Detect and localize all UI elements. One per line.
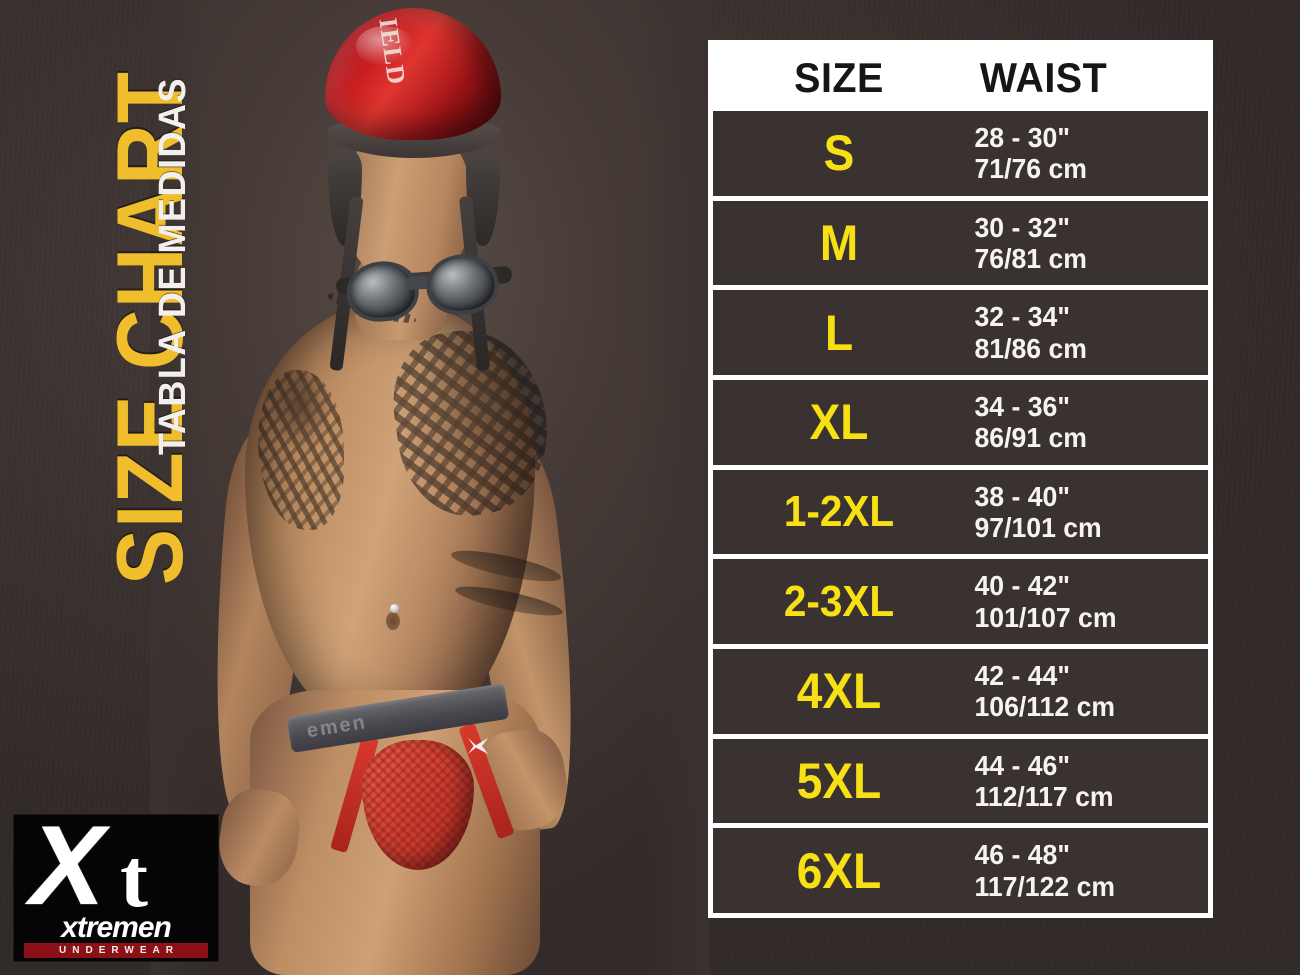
brand-logo: X t xtremen UNDERWEAR <box>14 803 218 961</box>
jockstrap-pouch <box>362 740 474 870</box>
waist-centimeters: 71/76 cm <box>974 153 1087 185</box>
waist-centimeters: 106/112 cm <box>974 691 1116 723</box>
column-header-size: SIZE <box>794 54 884 101</box>
waist-centimeters: 112/117 cm <box>974 781 1114 813</box>
goggle-lens-right <box>423 251 501 318</box>
cell-waist: 44 - 46" 112/117 cm <box>965 750 1196 813</box>
navel-piercing <box>390 604 399 613</box>
table-body: S 28 - 30" 71/76 cm M 30 - 32" 76/81 cm L 32 - … <box>713 111 1208 914</box>
table-row: 2-3XL 40 - 42" 101/107 cm <box>713 559 1208 645</box>
waist-inches: 28 - 30" <box>974 121 1070 153</box>
cell-waist: 30 - 32" 76/81 cm <box>965 212 1196 275</box>
table-row: S 28 - 30" 71/76 cm <box>713 111 1208 196</box>
cell-waist: 32 - 34" 81/86 cm <box>965 301 1196 364</box>
cell-size: 2-3XL <box>783 576 895 626</box>
cell-waist: 46 - 48" 117/122 cm <box>965 839 1196 902</box>
waist-centimeters: 117/122 cm <box>974 870 1116 902</box>
red-helmet <box>325 8 501 140</box>
cell-size: M <box>819 215 859 271</box>
cell-waist: 42 - 44" 106/112 cm <box>965 660 1196 723</box>
cell-size: 4XL <box>796 663 882 720</box>
table-row: 6XL 46 - 48" 117/122 cm <box>713 828 1208 914</box>
waistband-brand-text: emen <box>305 711 369 743</box>
cell-size: XL <box>809 394 869 451</box>
cell-waist: 28 - 30" 71/76 cm <box>965 122 1196 185</box>
cell-size: 1-2XL <box>783 487 895 537</box>
table-row: 5XL 44 - 46" 112/117 cm <box>713 738 1208 824</box>
logo-wordmark: xtremen <box>61 911 172 944</box>
waist-centimeters: 97/101 cm <box>974 512 1102 544</box>
logo-tagline-text: UNDERWEAR <box>59 945 179 956</box>
waist-inches: 34 - 36" <box>974 390 1070 422</box>
logo-monogram-x: X <box>30 803 105 928</box>
waist-centimeters: 101/107 cm <box>974 601 1117 633</box>
goggle-lens-left <box>344 258 422 325</box>
waist-inches: 40 - 42" <box>974 570 1070 602</box>
cell-size: S <box>823 125 855 182</box>
cell-waist: 40 - 42" 101/107 cm <box>965 570 1196 633</box>
table-header-row: SIZE WAIST <box>713 45 1208 111</box>
cell-waist: 38 - 40" 97/101 cm <box>965 481 1196 544</box>
model-photo: IELD emen <box>150 0 710 975</box>
logo-monogram-t: t <box>120 832 148 925</box>
column-header-waist: WAIST <box>979 54 1108 101</box>
cell-size: L <box>824 304 854 361</box>
waist-inches: 42 - 44" <box>974 660 1070 691</box>
cell-size: 6XL <box>796 842 882 899</box>
cell-waist: 34 - 36" 86/91 cm <box>965 391 1196 454</box>
waist-inches: 46 - 48" <box>974 839 1070 871</box>
size-chart-table: SIZE WAIST S 28 - 30" 71/76 cm M 30 - 32" 76/… <box>708 40 1213 918</box>
waist-inches: 44 - 46" <box>974 749 1070 781</box>
waist-centimeters: 76/81 cm <box>974 243 1087 274</box>
logo-tagline-bar: UNDERWEAR <box>24 943 208 958</box>
table-row: 4XL 42 - 44" 106/112 cm <box>713 649 1208 734</box>
vintage-goggles <box>344 246 501 325</box>
model-navel <box>386 612 400 630</box>
waist-inches: 38 - 40" <box>974 480 1070 512</box>
waist-centimeters: 86/91 cm <box>974 422 1087 454</box>
waist-inches: 30 - 32" <box>974 211 1070 243</box>
waist-centimeters: 81/86 cm <box>974 332 1087 364</box>
waist-inches: 32 - 34" <box>974 301 1070 333</box>
shoulder-tattoo <box>258 370 344 530</box>
table-row: XL 34 - 36" 86/91 cm <box>713 380 1208 465</box>
table-row: 1-2XL 38 - 40" 97/101 cm <box>713 469 1208 555</box>
helmet-highlight <box>356 26 414 66</box>
table-row: M 30 - 32" 76/81 cm <box>713 200 1208 286</box>
cell-size: 5XL <box>796 753 882 810</box>
table-row: L 32 - 34" 81/86 cm <box>713 290 1208 376</box>
